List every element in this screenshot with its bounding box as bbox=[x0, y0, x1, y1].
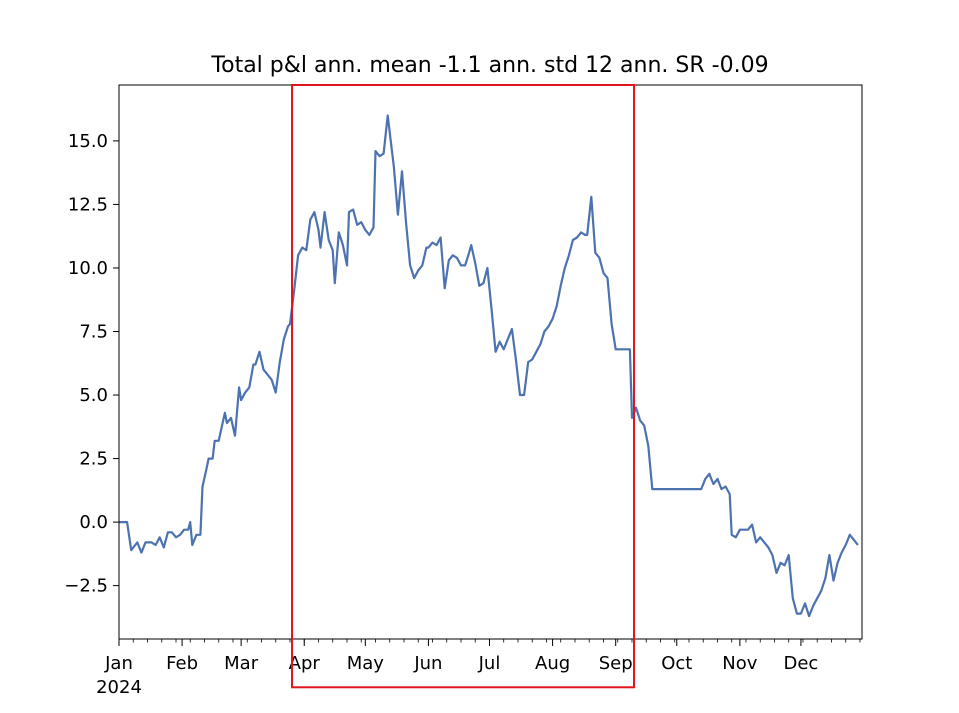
y-tick-label: 12.5 bbox=[68, 194, 108, 215]
highlight-box bbox=[291, 84, 636, 689]
x-tick-label: Dec bbox=[784, 653, 819, 674]
x-tick-label: Nov bbox=[722, 653, 757, 674]
axes-frame bbox=[118, 84, 863, 640]
y-tick-label: 0.0 bbox=[79, 512, 108, 533]
overlay bbox=[291, 84, 636, 689]
series-line-0 bbox=[119, 114, 859, 618]
x-tick-label: Apr bbox=[289, 653, 321, 674]
x-tick-label: Jun bbox=[413, 653, 442, 674]
x-axis: Jan Feb Mar Apr May Jun Jul Aug Sep Oct Nov Dec 2024 bbox=[96, 639, 861, 698]
y-axis: −2.5 0.0 2.5 5.0 7.5 10.0 12.5 15.0 bbox=[64, 131, 119, 597]
y-tick-label: −2.5 bbox=[64, 576, 108, 597]
chart-title: Total p&l ann. mean -1.1 ann. std 12 ann… bbox=[210, 53, 768, 78]
x-tick-label: May bbox=[347, 653, 385, 674]
x-tick-label: Aug bbox=[535, 653, 570, 674]
plot-area bbox=[119, 114, 859, 618]
y-tick-label: 15.0 bbox=[68, 131, 108, 152]
x-tick-label: Jul bbox=[478, 653, 501, 674]
x-tick-label: Jan bbox=[104, 653, 133, 674]
y-tick-label: 2.5 bbox=[79, 449, 108, 470]
x-tick-label: Oct bbox=[661, 653, 692, 674]
y-tick-label: 7.5 bbox=[79, 322, 108, 343]
y-tick-label: 10.0 bbox=[68, 258, 108, 279]
x-tick-label: Mar bbox=[224, 653, 259, 674]
y-tick-label: 5.0 bbox=[79, 385, 108, 406]
x-tick-label: Feb bbox=[166, 653, 198, 674]
x-tick-label: Sep bbox=[599, 653, 633, 674]
x-year-label: 2024 bbox=[96, 677, 142, 698]
